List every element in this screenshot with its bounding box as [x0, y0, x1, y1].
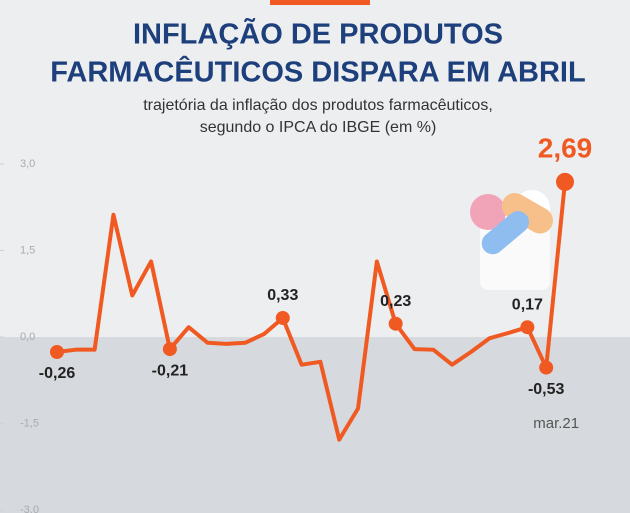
point [389, 317, 403, 331]
point [276, 311, 290, 325]
y-tick-label: 0,0 [20, 331, 35, 343]
data-label: -0,21 [152, 362, 189, 379]
chart-subtitle: trajetória da inflação dos produtos farm… [143, 97, 493, 114]
point [539, 361, 553, 375]
data-label: 0,17 [512, 296, 543, 313]
point [50, 345, 64, 359]
point [520, 320, 534, 334]
y-tick-label: -3,0 [20, 504, 39, 513]
data-label: -0,26 [39, 365, 76, 382]
chart: INFLAÇÃO DE PRODUTOS FARMACÊUTICOS DISPA… [0, 0, 630, 513]
pills-icon [470, 188, 558, 290]
data-label: 0,33 [267, 287, 298, 304]
point [556, 173, 574, 191]
top-accent [270, 0, 370, 5]
chart-title: INFLAÇÃO DE PRODUTOS [133, 17, 503, 51]
y-tick-label: 1,5 [20, 244, 35, 256]
data-label: 2,69 [538, 132, 593, 163]
x-tick-label: mar.21 [533, 415, 579, 432]
data-label: 0,23 [380, 293, 411, 310]
chart-title: FARMACÊUTICOS DISPARA EM ABRIL [50, 55, 585, 89]
point [163, 342, 177, 356]
chart-subtitle: segundo o IPCA do IBGE (em %) [200, 119, 437, 136]
data-label: -0,53 [528, 381, 565, 398]
y-tick-label: 3,0 [20, 158, 35, 170]
y-tick-label: -1,5 [20, 417, 39, 429]
